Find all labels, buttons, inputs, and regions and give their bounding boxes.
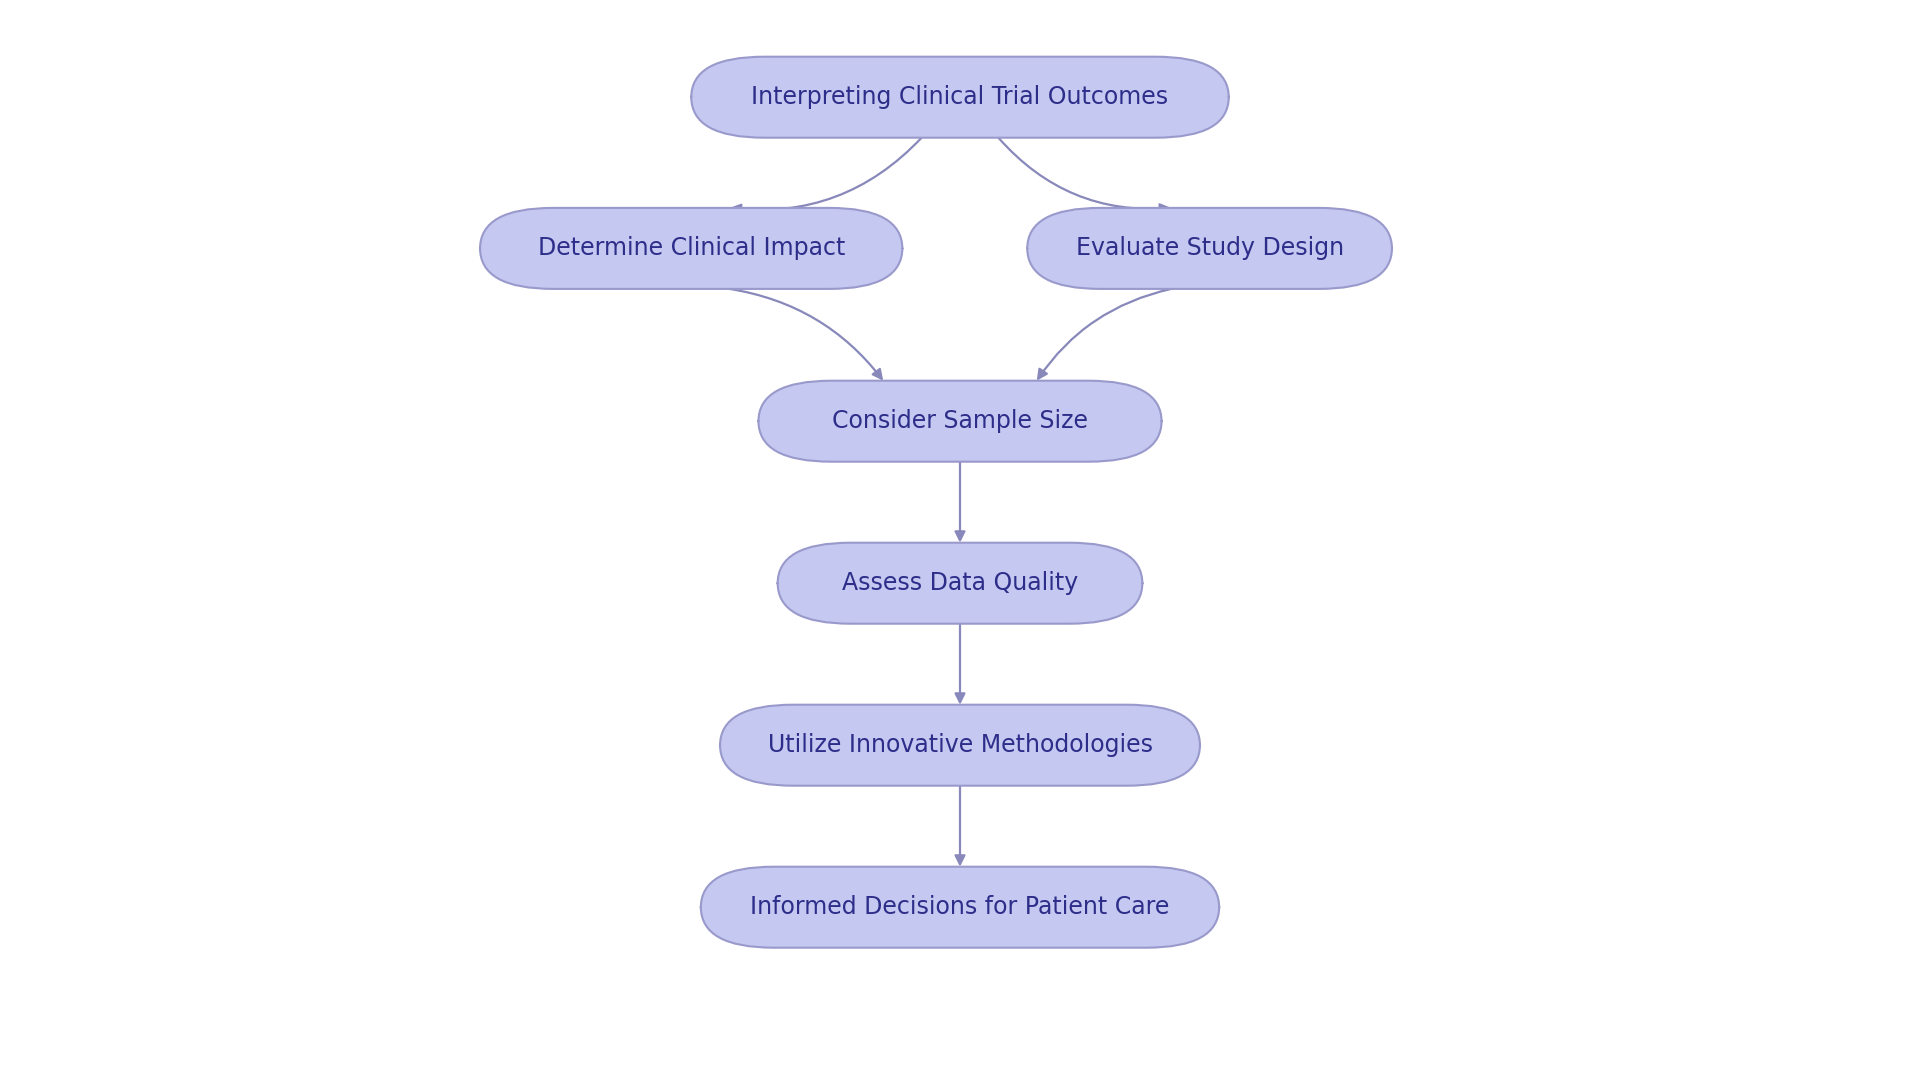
Text: Consider Sample Size: Consider Sample Size xyxy=(831,409,1089,433)
Text: Interpreting Clinical Trial Outcomes: Interpreting Clinical Trial Outcomes xyxy=(751,85,1169,109)
FancyBboxPatch shape xyxy=(778,542,1142,623)
Text: Informed Decisions for Patient Care: Informed Decisions for Patient Care xyxy=(751,895,1169,919)
Text: Evaluate Study Design: Evaluate Study Design xyxy=(1075,237,1344,260)
FancyBboxPatch shape xyxy=(701,866,1219,948)
FancyBboxPatch shape xyxy=(720,704,1200,786)
FancyBboxPatch shape xyxy=(1027,207,1392,288)
Text: Utilize Innovative Methodologies: Utilize Innovative Methodologies xyxy=(768,733,1152,757)
FancyBboxPatch shape xyxy=(758,381,1162,462)
FancyBboxPatch shape xyxy=(691,56,1229,137)
FancyBboxPatch shape xyxy=(480,207,902,288)
Text: Assess Data Quality: Assess Data Quality xyxy=(841,571,1079,595)
Text: Determine Clinical Impact: Determine Clinical Impact xyxy=(538,237,845,260)
